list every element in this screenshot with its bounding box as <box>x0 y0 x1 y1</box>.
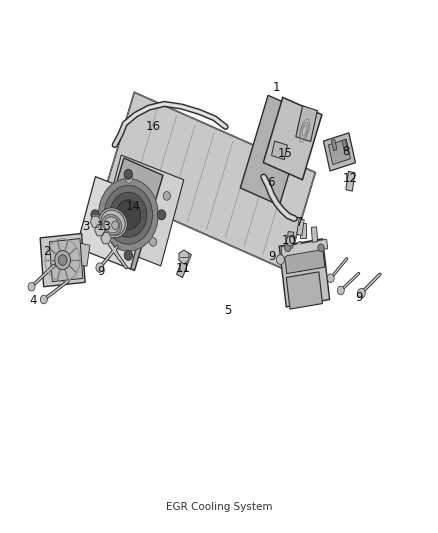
Polygon shape <box>78 243 90 266</box>
Text: 8: 8 <box>343 145 350 158</box>
Text: 4: 4 <box>29 294 37 307</box>
Text: 12: 12 <box>343 172 358 185</box>
Polygon shape <box>263 98 322 180</box>
Text: 2: 2 <box>43 245 51 258</box>
Text: 10: 10 <box>282 235 297 247</box>
Circle shape <box>285 244 291 252</box>
Polygon shape <box>105 92 315 270</box>
Polygon shape <box>101 233 111 244</box>
Polygon shape <box>297 219 304 236</box>
Text: 9: 9 <box>268 251 276 263</box>
Circle shape <box>158 210 166 220</box>
Polygon shape <box>240 95 307 205</box>
Polygon shape <box>346 171 355 191</box>
Circle shape <box>163 192 170 200</box>
Circle shape <box>99 179 158 251</box>
Polygon shape <box>286 272 322 309</box>
Polygon shape <box>296 106 318 142</box>
Circle shape <box>96 263 104 272</box>
Polygon shape <box>287 231 294 248</box>
Polygon shape <box>279 239 330 307</box>
Text: 15: 15 <box>277 147 292 160</box>
Circle shape <box>149 238 156 246</box>
Circle shape <box>91 210 99 220</box>
Polygon shape <box>177 251 191 278</box>
Circle shape <box>357 288 365 298</box>
Text: 11: 11 <box>176 262 191 274</box>
Text: 16: 16 <box>146 120 161 133</box>
Polygon shape <box>98 155 184 266</box>
Circle shape <box>40 295 47 304</box>
Text: 3: 3 <box>82 220 89 233</box>
Circle shape <box>126 175 133 183</box>
Polygon shape <box>40 233 85 287</box>
Polygon shape <box>272 141 287 159</box>
Text: EGR Cooling System: EGR Cooling System <box>166 503 272 512</box>
Polygon shape <box>342 139 347 151</box>
Circle shape <box>276 255 284 264</box>
Circle shape <box>124 251 132 260</box>
Text: 6: 6 <box>267 176 275 189</box>
Polygon shape <box>311 227 318 242</box>
Circle shape <box>110 192 147 237</box>
Ellipse shape <box>99 208 127 238</box>
Polygon shape <box>281 239 328 256</box>
Circle shape <box>112 221 119 229</box>
Circle shape <box>318 244 324 252</box>
Circle shape <box>327 274 334 282</box>
Polygon shape <box>95 158 163 271</box>
Polygon shape <box>284 244 325 273</box>
Circle shape <box>286 236 294 246</box>
Text: 7: 7 <box>296 216 304 229</box>
Polygon shape <box>77 176 149 269</box>
Circle shape <box>28 282 35 291</box>
Polygon shape <box>332 139 337 151</box>
Text: 14: 14 <box>126 200 141 213</box>
Polygon shape <box>324 133 355 171</box>
Text: 1: 1 <box>272 82 280 94</box>
Polygon shape <box>179 250 189 264</box>
Polygon shape <box>49 239 83 281</box>
Text: 5: 5 <box>224 304 231 317</box>
Text: 9: 9 <box>97 265 105 278</box>
Text: 9: 9 <box>355 291 363 304</box>
Polygon shape <box>90 216 101 227</box>
Circle shape <box>124 169 132 179</box>
Circle shape <box>337 286 344 295</box>
Circle shape <box>116 200 141 230</box>
Text: 13: 13 <box>97 220 112 233</box>
Circle shape <box>58 255 67 265</box>
Circle shape <box>55 251 71 270</box>
Circle shape <box>104 185 152 244</box>
Polygon shape <box>328 139 350 165</box>
Polygon shape <box>300 223 306 238</box>
Polygon shape <box>95 225 105 236</box>
